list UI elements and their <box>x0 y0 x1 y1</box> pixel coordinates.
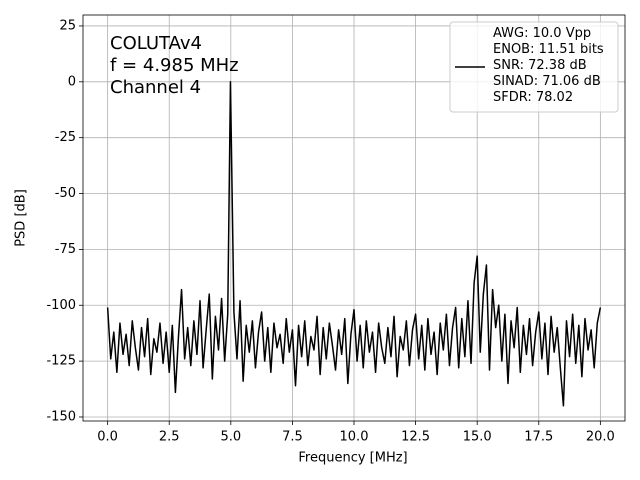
x-tick-label: 5.0 <box>220 430 241 445</box>
legend-entry-box: AWG: 10.0 Vpp ENOB: 11.51 bits SNR: 72.3… <box>493 26 604 105</box>
y-tick-label: -150 <box>46 409 76 424</box>
annotation: f = 4.985 MHz <box>110 55 239 76</box>
x-tick-label: 0.0 <box>97 430 118 445</box>
annotation: Channel 4 <box>110 77 201 98</box>
data-line <box>106 81 602 407</box>
x-tick-label: 7.5 <box>282 430 303 445</box>
x-axis-label: Frequency [MHz] <box>298 451 407 466</box>
x-tick-label: 12.5 <box>401 430 430 445</box>
y-tick-label: -100 <box>46 298 76 313</box>
y-tick-label: 25 <box>59 18 76 33</box>
legend-entry: AWG: 10.0 Vpp ENOB: 11.51 bits SNR: 72.3… <box>493 26 604 105</box>
y-axis-label: PSD [dB] <box>14 189 29 247</box>
legend-box <box>449 21 619 113</box>
plot-frame <box>82 14 626 422</box>
x-tick-label: 17.5 <box>524 430 553 445</box>
annotation: COLUTAv4 <box>110 33 202 54</box>
x-tick-label: 20.0 <box>586 430 615 445</box>
y-tick-label: -50 <box>55 186 76 201</box>
x-tick-label: 2.5 <box>159 430 180 445</box>
y-tick-label: -25 <box>55 130 76 145</box>
x-tick-label: 10.0 <box>340 430 369 445</box>
y-tick-label: -75 <box>55 242 76 257</box>
y-tick-label: 0 <box>68 74 76 89</box>
y-tick-label: -125 <box>46 354 76 369</box>
x-tick-label: 15.0 <box>463 430 492 445</box>
